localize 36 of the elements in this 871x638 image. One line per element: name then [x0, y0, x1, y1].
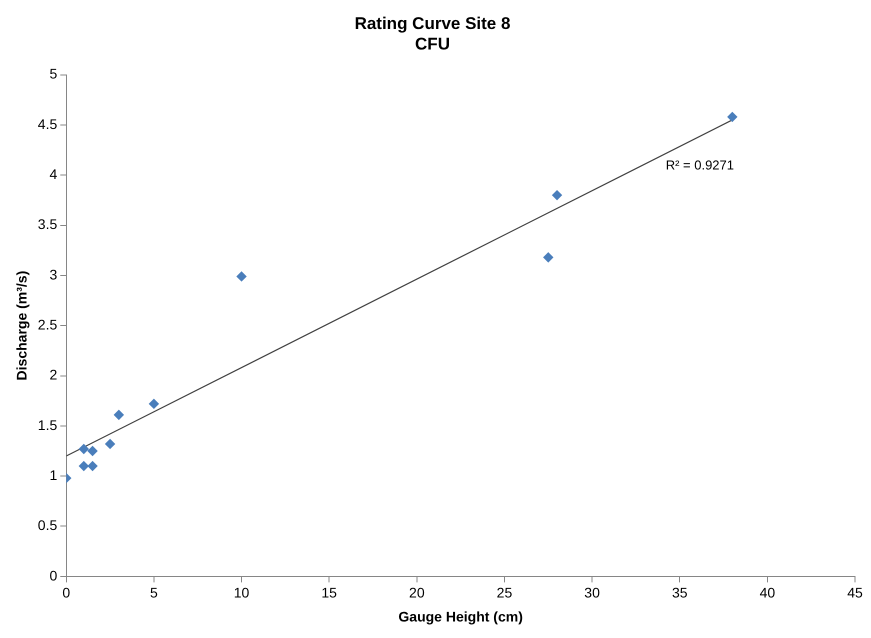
x-tick-label: 30 [584, 584, 600, 601]
y-tick-label: 1 [49, 466, 58, 483]
x-tick-label: 5 [150, 584, 158, 601]
point [552, 190, 562, 200]
point [148, 398, 159, 409]
y-tick-label: 2 [49, 366, 58, 383]
y-tick-label: 1.5 [38, 416, 58, 433]
annotation: R² = 0.9271 [666, 158, 734, 173]
point [236, 271, 247, 282]
x-tick-label: 15 [321, 584, 338, 601]
point [105, 438, 116, 449]
point [114, 410, 124, 420]
y-tick-label: 4 [49, 166, 58, 182]
x-tick-label: 10 [234, 584, 250, 601]
x-tick-label: 35 [672, 584, 688, 601]
point [543, 252, 554, 262]
y-tick-label: 0 [49, 567, 58, 584]
x-tick-label: 20 [409, 584, 425, 601]
point [78, 444, 89, 454]
chart-title: Rating Curve Site 8 CFU [354, 14, 510, 54]
y-tick-label: 4.5 [38, 116, 58, 132]
y-tick-label: 3 [49, 266, 58, 282]
point [88, 446, 98, 456]
x-axis-title: Gauge Height (cm) [398, 608, 523, 624]
x-tick-label: 40 [760, 584, 776, 601]
point [88, 461, 98, 472]
point [78, 461, 89, 472]
y-tick-label: 5 [49, 66, 58, 82]
y-axis-title: Discharge (m³/s) [13, 270, 30, 380]
x-tick-label: 45 [847, 584, 863, 601]
x-tick-label: 0 [62, 584, 70, 601]
point [727, 112, 738, 122]
x-tick-label: 25 [496, 584, 512, 601]
y-tick-label: 0.5 [38, 517, 58, 534]
y-tick-label: 3.5 [38, 216, 58, 232]
y-tick-label: 2.5 [38, 316, 58, 332]
